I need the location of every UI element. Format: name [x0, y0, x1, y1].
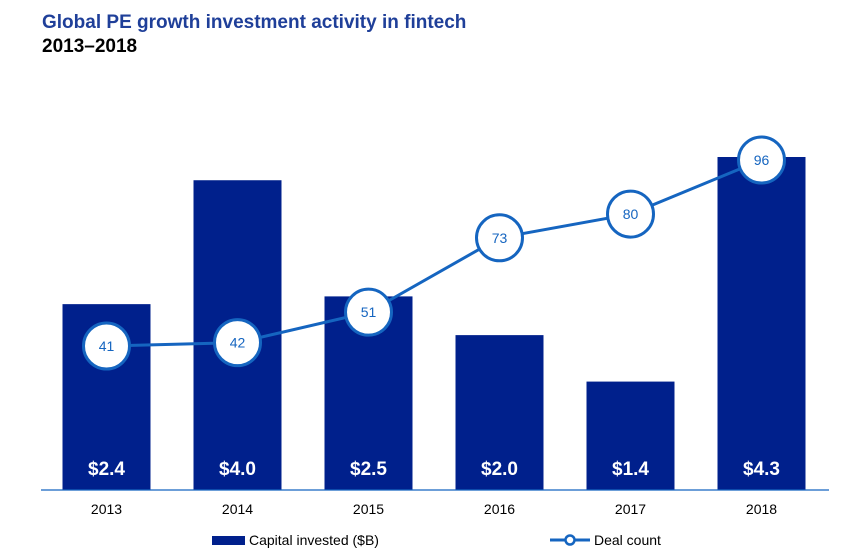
x-tick-label: 2014 [222, 501, 253, 517]
bar-2017 [586, 381, 675, 490]
bar-2016 [455, 335, 544, 490]
bar-value-label: $4.3 [743, 459, 780, 480]
deal-count-label: 51 [361, 304, 377, 320]
deal-count-marker [606, 189, 655, 239]
bar-2018 [717, 157, 806, 490]
bar-value-label: $1.4 [612, 459, 649, 480]
x-tick-label: 2013 [91, 501, 122, 517]
bar-value-label: $2.0 [481, 459, 518, 480]
legend-deal: Deal count [550, 532, 661, 548]
chart-title: Global PE growth investment activity in … [42, 12, 467, 33]
deal-count-marker [737, 135, 786, 185]
deal-count-marker [475, 213, 524, 263]
deal-count-marker [344, 287, 393, 337]
deal-count-label: 80 [623, 206, 639, 222]
deal-count-label: 96 [754, 152, 770, 168]
legend-bar-swatch [212, 535, 245, 545]
deal-count-marker [82, 321, 131, 371]
bar-value-label: $2.5 [350, 459, 387, 480]
x-tick-label: 2015 [353, 501, 384, 517]
deal-count-label: 42 [230, 335, 246, 351]
x-tick-label: 2017 [615, 501, 646, 517]
deal-count-marker [213, 318, 262, 368]
deal-count-label: 41 [99, 338, 115, 354]
legend-deal-label: Deal count [594, 532, 661, 548]
legend-line-swatch [550, 534, 590, 546]
legend-capital: Capital invested ($B) [212, 532, 379, 548]
bar-value-label: $2.4 [88, 459, 125, 480]
chart-subtitle: 2013–2018 [42, 36, 138, 57]
deal-count-label: 73 [492, 230, 508, 246]
bar-value-label: $4.0 [219, 459, 256, 480]
legend-capital-label: Capital invested ($B) [249, 532, 379, 548]
x-tick-label: 2018 [746, 501, 777, 517]
x-tick-label: 2016 [484, 501, 515, 517]
